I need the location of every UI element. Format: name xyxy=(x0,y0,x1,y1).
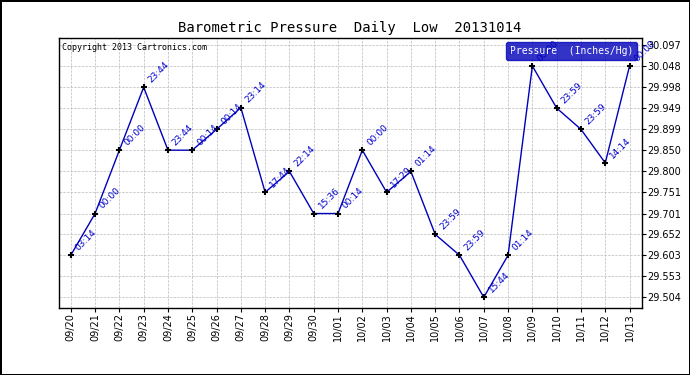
Text: 15:44: 15:44 xyxy=(486,270,511,294)
Text: 14:14: 14:14 xyxy=(608,136,633,160)
Text: 23:59: 23:59 xyxy=(462,228,487,252)
Text: 00:00: 00:00 xyxy=(535,39,560,63)
Text: 23:44: 23:44 xyxy=(146,60,171,84)
Text: 00:00: 00:00 xyxy=(122,123,147,147)
Text: 15:36: 15:36 xyxy=(317,186,341,211)
Text: 23:59: 23:59 xyxy=(560,81,584,105)
Text: 17:29: 17:29 xyxy=(389,165,414,189)
Text: 17:44: 17:44 xyxy=(268,165,293,189)
Text: 23:59: 23:59 xyxy=(584,102,609,127)
Title: Barometric Pressure  Daily  Low  20131014: Barometric Pressure Daily Low 20131014 xyxy=(179,21,522,35)
Legend: Pressure  (Inches/Hg): Pressure (Inches/Hg) xyxy=(506,42,637,60)
Text: 00:14: 00:14 xyxy=(195,123,219,147)
Text: 00:14: 00:14 xyxy=(341,186,366,211)
Text: 23:44: 23:44 xyxy=(170,123,195,147)
Text: 00:00: 00:00 xyxy=(98,186,123,211)
Text: 00:00: 00:00 xyxy=(632,39,657,63)
Text: 22:14: 22:14 xyxy=(293,144,317,169)
Text: 01:14: 01:14 xyxy=(414,144,438,169)
Text: 23:59: 23:59 xyxy=(438,207,462,232)
Text: 03:14: 03:14 xyxy=(74,228,98,252)
Text: 00:00: 00:00 xyxy=(365,123,390,147)
Text: 00:14: 00:14 xyxy=(219,102,244,127)
Text: Copyright 2013 Cartronics.com: Copyright 2013 Cartronics.com xyxy=(61,43,206,52)
Text: 01:14: 01:14 xyxy=(511,228,535,252)
Text: 23:14: 23:14 xyxy=(244,80,268,105)
